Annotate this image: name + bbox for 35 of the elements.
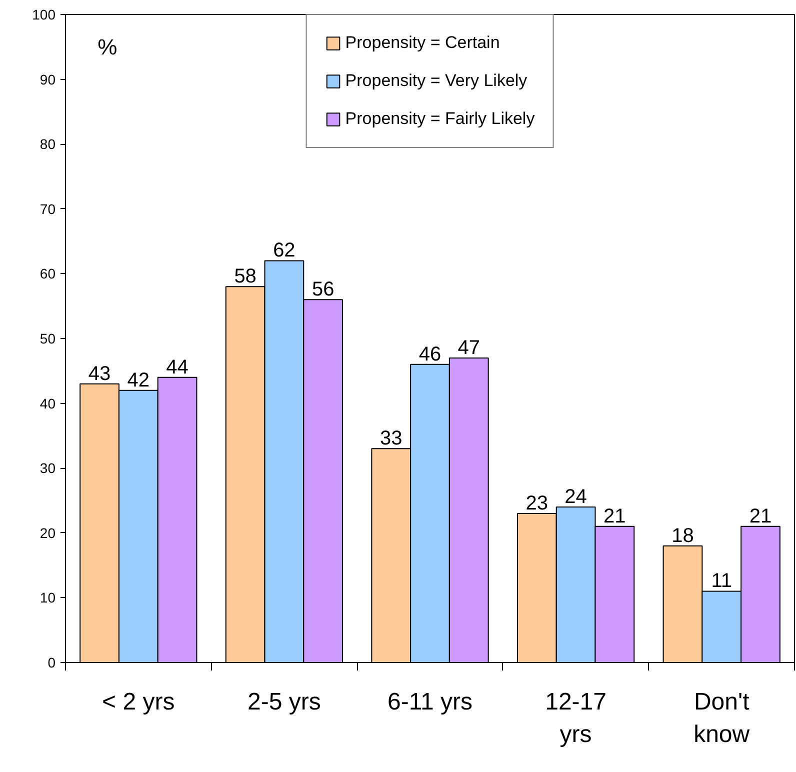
legend-label: Propensity = Fairly Likely <box>345 109 535 129</box>
data-label: 62 <box>273 240 296 262</box>
data-label: 44 <box>166 356 188 378</box>
y-tick-label: 20 <box>40 524 56 541</box>
x-tick-label: Don't know <box>694 688 750 748</box>
y-tick-label: 90 <box>40 71 56 88</box>
data-label: 47 <box>458 336 480 359</box>
annotation: % <box>98 34 118 60</box>
y-tick-label: 80 <box>40 136 56 152</box>
data-label: 18 <box>672 524 694 547</box>
data-label: 21 <box>604 505 626 528</box>
x-tick-label: < 2 yrs <box>102 688 175 716</box>
data-label: 24 <box>564 486 587 508</box>
x-tick-label: 2-5 yrs <box>248 688 321 716</box>
data-label: 21 <box>749 505 772 528</box>
y-tick-label: 40 <box>40 395 56 412</box>
y-tick-label: 60 <box>40 266 56 282</box>
y-tick-label: 10 <box>40 590 56 606</box>
legend-label: Propensity = Certain <box>345 33 500 53</box>
y-tick-label: 0 <box>48 654 56 670</box>
y-tick-label: 100 <box>32 6 56 22</box>
data-label: 42 <box>127 369 150 392</box>
data-label: 46 <box>418 343 442 366</box>
data-label: 11 <box>711 570 732 592</box>
data-label: 58 <box>234 266 256 288</box>
data-label: 43 <box>88 362 111 385</box>
data-label: 56 <box>312 278 334 301</box>
y-tick-label: 50 <box>40 330 56 346</box>
y-tick-label: 30 <box>40 460 56 476</box>
x-tick-label: 6-11 yrs <box>388 688 472 716</box>
data-label: 33 <box>380 428 402 450</box>
data-label: 23 <box>526 492 548 514</box>
y-tick-label: 70 <box>40 200 56 217</box>
legend-label: Propensity = Very Likely <box>345 71 528 91</box>
x-tick-label: 12-17 yrs <box>545 688 606 748</box>
